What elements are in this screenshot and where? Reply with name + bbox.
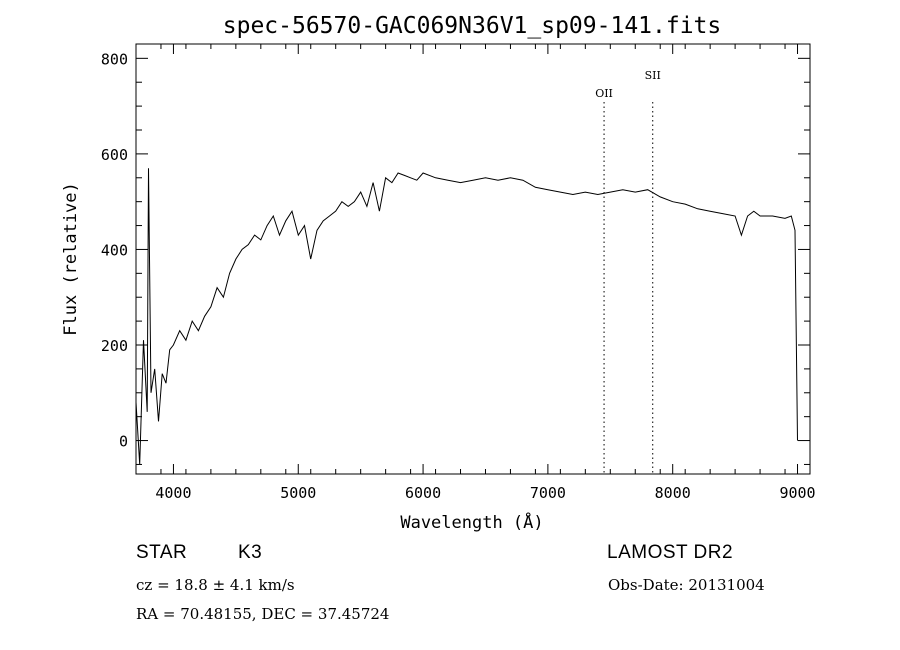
- x-tick-label: 7000: [530, 484, 566, 502]
- y-tick-label: 600: [101, 146, 128, 164]
- y-axis: 0 200 400 600 800: [101, 50, 810, 465]
- chart-title: spec-56570-GAC069N36V1_sp09-141.fits: [223, 13, 722, 39]
- survey-name: LAMOST DR2: [607, 542, 734, 563]
- y-tick-label: 400: [101, 241, 128, 259]
- y-tick-label: 200: [101, 337, 128, 355]
- x-tick-label: 9000: [779, 484, 815, 502]
- y-axis-label: Flux (relative): [61, 182, 81, 336]
- redshift-text: cz = 18.8 ± 4.1 km/s: [136, 576, 295, 594]
- x-tick-label: 8000: [655, 484, 691, 502]
- x-tick-label: 4000: [155, 484, 191, 502]
- y-tick-label: 0: [119, 433, 128, 451]
- emission-line-label: OII: [595, 87, 613, 100]
- x-axis-label: Wavelength (Å): [400, 511, 543, 533]
- object-class: STAR: [136, 542, 188, 563]
- x-tick-label: 5000: [280, 484, 316, 502]
- plot-frame: [135, 43, 811, 475]
- emission-lines: OII SII: [595, 69, 661, 474]
- emission-line-label: SII: [645, 69, 661, 82]
- x-tick-label: 6000: [405, 484, 441, 502]
- spectrum-line: [135, 168, 798, 465]
- obs-date-text: Obs-Date: 20131004: [608, 576, 765, 594]
- y-tick-label: 800: [101, 50, 128, 68]
- coords-text: RA = 70.48155, DEC = 37.45724: [136, 605, 390, 623]
- object-subclass: K3: [238, 542, 263, 563]
- x-axis: 4000 5000 6000 7000 8000 9000: [135, 44, 816, 502]
